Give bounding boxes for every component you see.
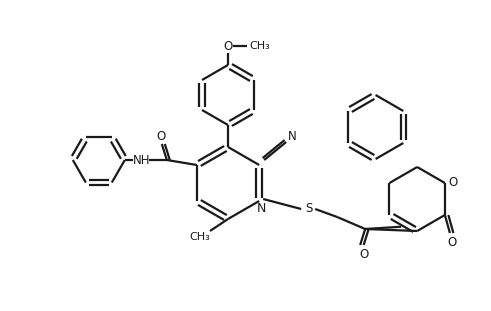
Text: O: O <box>448 177 458 189</box>
Text: NH: NH <box>133 154 151 166</box>
Text: O: O <box>447 235 457 248</box>
Text: N: N <box>288 131 297 143</box>
Text: N: N <box>256 202 266 216</box>
Text: O: O <box>156 129 165 142</box>
Text: S: S <box>305 202 313 216</box>
Text: O: O <box>359 248 369 261</box>
Text: CH₃: CH₃ <box>249 41 271 51</box>
Text: CH₃: CH₃ <box>190 232 210 242</box>
Text: O: O <box>223 39 233 53</box>
